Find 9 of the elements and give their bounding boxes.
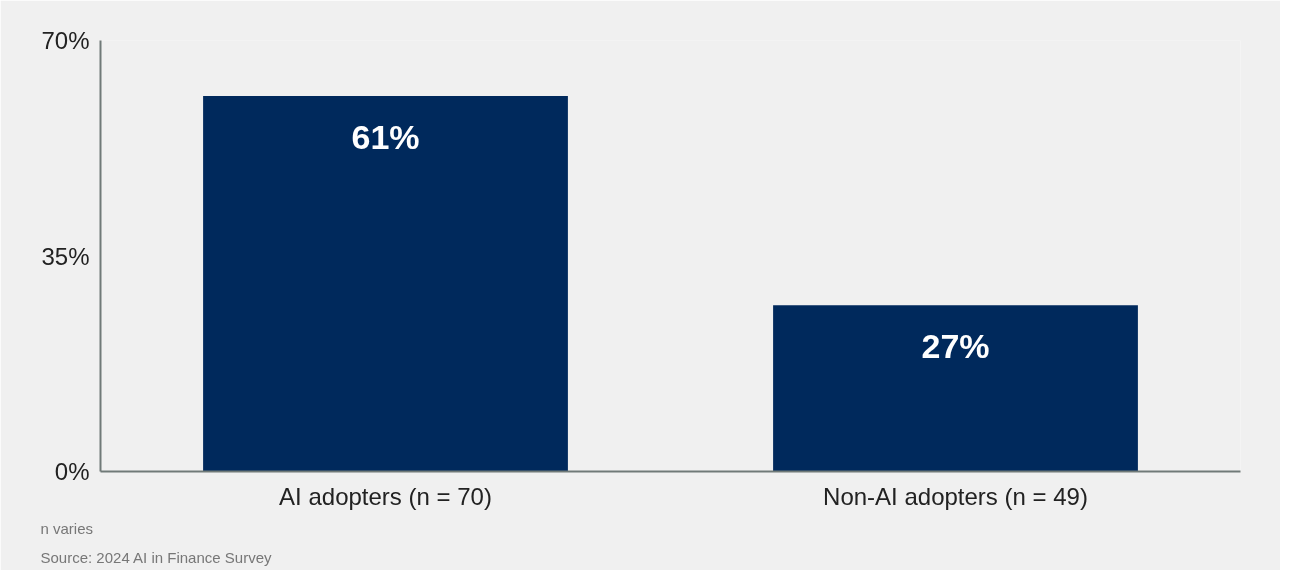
x-tick-label: Non-AI adopters (n = 49): [823, 482, 1088, 510]
data-label: 61%: [351, 117, 420, 156]
y-tick-label: 35%: [41, 242, 90, 270]
x-tick-label: AI adopters (n = 70): [279, 482, 492, 510]
y-tick-label: 0%: [54, 458, 90, 485]
text: n varies: [40, 519, 94, 537]
source-note: Source: 2024 AI in Finance Survey: [40, 548, 272, 566]
y-tick-label: 70%: [41, 27, 90, 54]
data-label: 27%: [921, 327, 990, 366]
